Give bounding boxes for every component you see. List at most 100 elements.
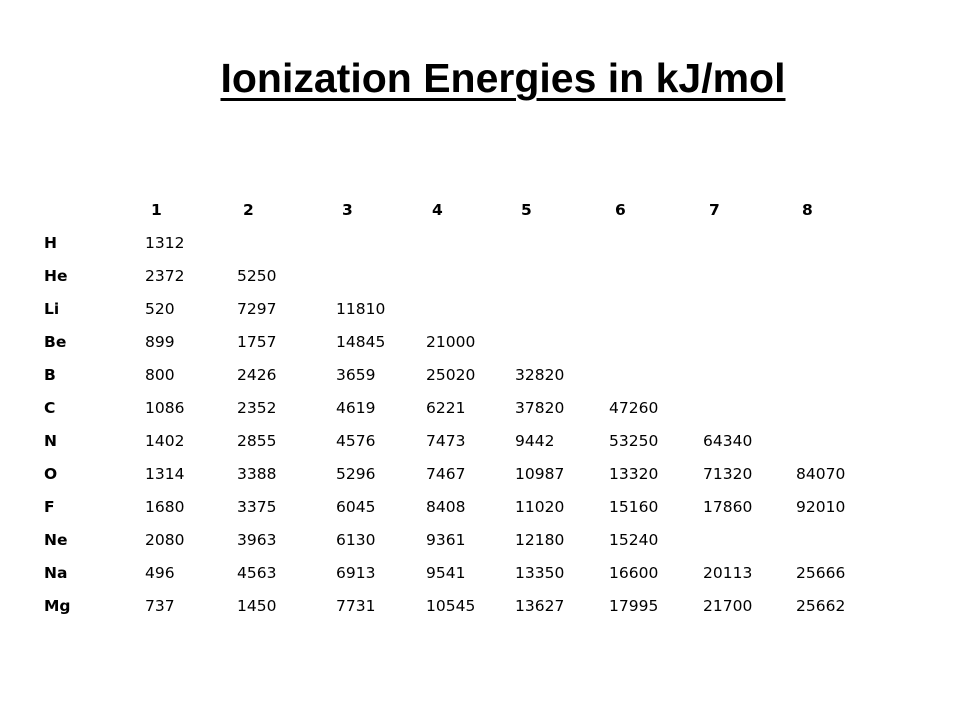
energy-cell: 5250 [237,266,277,285]
energy-cell: 84070 [796,464,846,483]
energy-cell: 11810 [336,299,386,318]
element-symbol: O [44,464,58,483]
energy-cell: 9541 [426,563,466,582]
energy-cell: 5296 [336,464,376,483]
element-symbol: He [44,266,68,285]
element-symbol: Be [44,332,67,351]
column-header: 6 [615,200,626,219]
energy-cell: 13627 [515,596,565,615]
energy-cell [796,292,896,325]
energy-cell: 15160 [609,497,659,516]
energy-cell: 17995 [609,596,659,615]
energy-cell: 9442 [515,431,555,450]
energy-cell: 6045 [336,497,376,516]
table-row: Mg 737 1450 7731 10545 13627 17995 21700 25662 [44,589,896,622]
energy-cell [703,325,796,358]
column-header: 3 [342,200,353,219]
table-body: H 1312 He 2372 5250 Li 520 7297 11810 Be 899 1757 14… [44,226,896,622]
energy-cell: 1086 [145,398,185,417]
table-row: He 2372 5250 [44,259,896,292]
table-row: F 1680 3375 6045 8408 11020 15160 17860 92010 [44,490,896,523]
energy-cell [796,523,896,556]
energy-cell [515,259,609,292]
energy-cell: 7297 [237,299,277,318]
energy-cell [609,358,703,391]
element-symbol: F [44,497,55,516]
table-row: Li 520 7297 11810 [44,292,896,325]
energy-cell: 4563 [237,563,277,582]
energy-cell: 37820 [515,398,565,417]
element-symbol: C [44,398,56,417]
energy-cell: 92010 [796,497,846,516]
energy-cell: 71320 [703,464,753,483]
energy-cell: 21000 [426,332,476,351]
energy-cell: 25020 [426,365,476,384]
column-header: 7 [709,200,720,219]
energy-cell: 737 [145,596,175,615]
table-row: B 800 2426 3659 25020 32820 [44,358,896,391]
energy-cell: 899 [145,332,175,351]
energy-cell: 1757 [237,332,277,351]
column-header: 5 [521,200,532,219]
energy-cell: 2080 [145,530,185,549]
element-symbol: Mg [44,596,71,615]
energy-cell: 4576 [336,431,376,450]
corner-cell [44,193,145,226]
energy-cell [609,259,703,292]
energy-cell: 1680 [145,497,185,516]
energy-cell [796,226,896,259]
ionization-energy-table: 1 2 3 4 5 6 7 8 H 1312 He 2372 5250 Li 520 7297 11810 Be… [44,193,896,622]
column-header: 4 [432,200,443,219]
energy-cell: 9361 [426,530,466,549]
element-symbol: Ne [44,530,68,549]
energy-cell [426,226,515,259]
energy-cell: 1450 [237,596,277,615]
energy-cell [426,292,515,325]
energy-cell: 3388 [237,464,277,483]
energy-cell: 1402 [145,431,185,450]
energy-cell: 11020 [515,497,565,516]
energy-cell: 7467 [426,464,466,483]
energy-cell [237,226,336,259]
energy-cell [703,292,796,325]
energy-cell: 6130 [336,530,376,549]
energy-cell: 12180 [515,530,565,549]
energy-cell: 14845 [336,332,386,351]
energy-cell [796,358,896,391]
table-row: O 1314 3388 5296 7467 10987 13320 71320 84070 [44,457,896,490]
energy-cell: 13350 [515,563,565,582]
energy-cell: 1314 [145,464,185,483]
energy-cell [703,523,796,556]
table-row: N 1402 2855 4576 7473 9442 53250 64340 [44,424,896,457]
energy-cell: 2372 [145,266,185,285]
energy-cell: 3375 [237,497,277,516]
energy-cell: 3963 [237,530,277,549]
energy-cell: 64340 [703,431,753,450]
table-row: Na 496 4563 6913 9541 13350 16600 20113 25666 [44,556,896,589]
energy-cell: 21700 [703,596,753,615]
energy-cell [515,226,609,259]
energy-cell: 20113 [703,563,753,582]
element-symbol: N [44,431,57,450]
energy-cell [796,424,896,457]
energy-cell: 15240 [609,530,659,549]
table-row: H 1312 [44,226,896,259]
table-row: Ne 2080 3963 6130 9361 12180 15240 [44,523,896,556]
energy-cell [796,325,896,358]
energy-cell [703,358,796,391]
energy-cell: 3659 [336,365,376,384]
element-symbol: Na [44,563,68,582]
energy-cell: 520 [145,299,175,318]
energy-cell: 25662 [796,596,846,615]
energy-cell: 2855 [237,431,277,450]
energy-cell: 8408 [426,497,466,516]
energy-cell [336,259,426,292]
energy-cell [796,391,896,424]
energy-cell [609,292,703,325]
element-symbol: B [44,365,56,384]
header-row: 1 2 3 4 5 6 7 8 [44,193,896,226]
energy-cell: 7731 [336,596,376,615]
energy-cell [703,259,796,292]
energy-cell [426,259,515,292]
energy-cell [609,226,703,259]
